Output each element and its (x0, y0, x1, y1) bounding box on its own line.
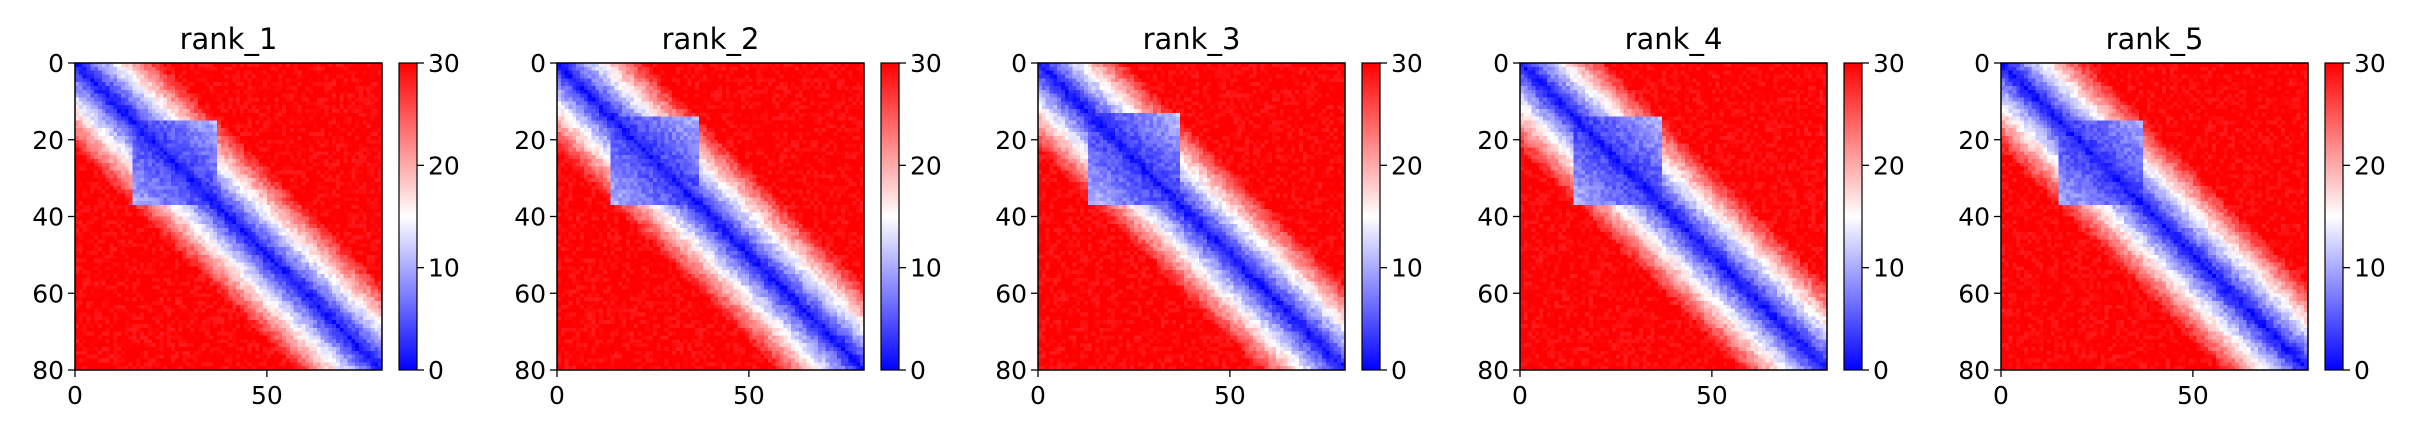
y-tick-label: 0 (530, 49, 546, 78)
y-tick-label: 40 (995, 203, 1027, 232)
y-tick-label: 60 (32, 279, 64, 308)
y-tick-label: 60 (995, 279, 1027, 308)
y-tick-label: 80 (32, 356, 64, 385)
colorbar-tick-label: 10 (2354, 254, 2386, 283)
panel-title: rank_1 (180, 22, 278, 56)
y-tick-label: 0 (1974, 49, 1990, 78)
colorbar-tick-label: 0 (428, 356, 444, 385)
y-tick-label: 40 (32, 203, 64, 232)
colorbar-tick-label: 20 (1873, 151, 1905, 180)
x-tick-label: 50 (2177, 381, 2209, 410)
colorbar-tick-label: 0 (2354, 356, 2370, 385)
colorbar-tick-label: 30 (428, 49, 460, 78)
y-tick-label: 20 (995, 126, 1027, 155)
colorbar-tick-label: 30 (1873, 49, 1905, 78)
x-tick-label: 50 (733, 381, 765, 410)
colorbar-tick-label: 20 (2354, 151, 2386, 180)
y-tick-label: 40 (514, 203, 546, 232)
colorbar-tick-label: 0 (1391, 356, 1407, 385)
x-tick-label: 50 (251, 381, 283, 410)
x-tick-label: 50 (1214, 381, 1246, 410)
heatmap-cells (1038, 63, 1345, 370)
colorbar-tick-label: 0 (910, 356, 926, 385)
y-tick-label: 40 (1477, 203, 1509, 232)
colorbar-tick-label: 30 (1391, 49, 1423, 78)
colorbar-tick-label: 10 (1873, 254, 1905, 283)
panel-title: rank_4 (1625, 22, 1723, 56)
y-tick-label: 80 (995, 356, 1027, 385)
colorbar-tick-label: 30 (910, 49, 942, 78)
colorbar-tick-label: 10 (910, 254, 942, 283)
panel-title: rank_2 (662, 22, 760, 56)
y-tick-label: 80 (514, 356, 546, 385)
x-tick-label: 0 (1512, 381, 1528, 410)
x-tick-label: 0 (1993, 381, 2009, 410)
y-tick-label: 20 (1477, 126, 1509, 155)
colorbar (1361, 62, 1381, 371)
y-tick-label: 0 (1011, 49, 1027, 78)
colorbar-tick-label: 30 (2354, 49, 2386, 78)
y-tick-label: 60 (1958, 279, 1990, 308)
colorbar-tick-label: 20 (1391, 151, 1423, 180)
y-tick-label: 20 (32, 126, 64, 155)
colorbar (1843, 62, 1863, 371)
heatmap-cells (2001, 63, 2308, 370)
x-tick-label: 0 (67, 381, 83, 410)
colorbar-tick-label: 20 (910, 151, 942, 180)
x-tick-label: 0 (1030, 381, 1046, 410)
y-tick-label: 0 (48, 49, 64, 78)
heatmap-cells (75, 63, 382, 370)
colorbar-tick-label: 20 (428, 151, 460, 180)
y-tick-label: 20 (1958, 126, 1990, 155)
y-tick-label: 60 (1477, 279, 1509, 308)
y-tick-label: 40 (1958, 203, 1990, 232)
heatmap-cells (1520, 63, 1827, 370)
y-tick-label: 0 (1493, 49, 1509, 78)
panel-title: rank_3 (1143, 22, 1241, 56)
panel-title: rank_5 (2106, 22, 2204, 56)
colorbar-tick-label: 10 (1391, 254, 1423, 283)
colorbar (398, 62, 418, 371)
colorbar (880, 62, 900, 371)
x-tick-label: 0 (549, 381, 565, 410)
colorbar-tick-label: 10 (428, 254, 460, 283)
colorbar-tick-label: 0 (1873, 356, 1889, 385)
y-tick-label: 60 (514, 279, 546, 308)
heatmap-cells (557, 63, 864, 370)
y-tick-label: 80 (1477, 356, 1509, 385)
y-tick-label: 20 (514, 126, 546, 155)
y-tick-label: 80 (1958, 356, 1990, 385)
x-tick-label: 50 (1696, 381, 1728, 410)
colorbar (2324, 62, 2344, 371)
